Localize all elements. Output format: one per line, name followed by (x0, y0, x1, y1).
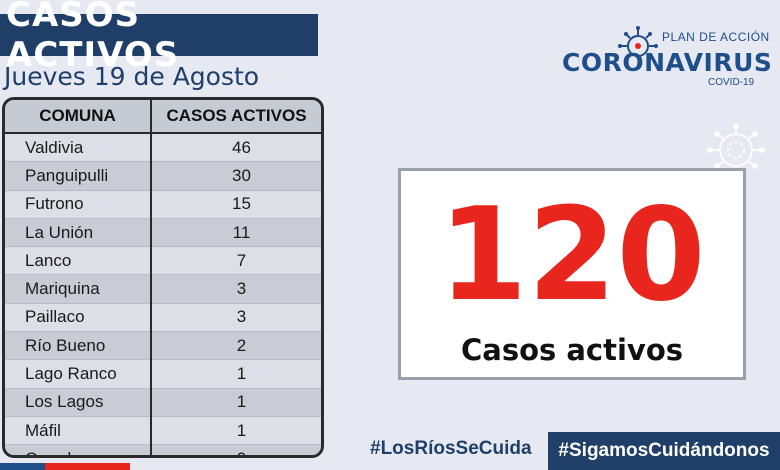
total-cases-label: Casos activos (460, 333, 684, 367)
comuna-cell: Corral (5, 444, 152, 455)
flag-strip (0, 463, 130, 470)
table-row: Los Lagos 1 (5, 387, 321, 417)
cases-cell: 15 (151, 189, 321, 219)
comuna-cell: Lanco (5, 246, 152, 275)
comuna-cell: Futrono (5, 189, 152, 219)
comuna-cell: Valdivia (5, 132, 152, 162)
table-header-row: COMUNA CASOS ACTIVOS (5, 100, 321, 134)
total-cases-number: 120 (438, 181, 706, 330)
comuna-cell: Panguipulli (5, 161, 152, 191)
table-row: Paillaco 3 (5, 302, 321, 332)
table-row: Valdivia 46 (5, 132, 321, 162)
table-row: Corral0 (5, 444, 321, 455)
comuna-cell: Mariquina (5, 274, 152, 304)
table-row: Mariquina 3 (5, 274, 321, 304)
virus-decoration-icon (705, 122, 767, 176)
cases-cell: 7 (151, 246, 321, 275)
table-row: Lanco 7 (5, 246, 321, 275)
cases-cell: 30 (151, 161, 321, 191)
comuna-cell: La Unión (5, 217, 152, 247)
cases-cell: 0 (151, 444, 321, 455)
logo-plan-text: PLAN DE ACCIÓN (662, 30, 770, 44)
cases-cell: 1 (151, 415, 321, 445)
table-row: Río Bueno 2 (5, 331, 321, 360)
cases-cell: 1 (151, 387, 321, 417)
table-row: La Unión 11 (5, 217, 321, 247)
column-header-comuna: COMUNA (5, 100, 152, 134)
cases-cell: 3 (151, 274, 321, 304)
column-header-casos: CASOS ACTIVOS (151, 100, 321, 134)
virus-icon (618, 26, 658, 66)
flag-blue-segment (0, 463, 45, 470)
cases-cell: 3 (151, 302, 321, 332)
table-row: Panguipulli 30 (5, 161, 321, 191)
page-title: CASOS ACTIVOS (0, 0, 318, 75)
table-row: Futrono 15 (5, 189, 321, 219)
logo-sub-text: COVID-19 (708, 77, 755, 88)
flag-red-segment (45, 463, 130, 470)
cases-cell: 11 (151, 217, 321, 247)
cases-cell: 1 (151, 359, 321, 389)
coronavirus-logo: PLAN DE ACCIÓN CORONAVIRUS COVID-19 (560, 22, 773, 92)
logo-main-text: CORONAVIRUS (562, 48, 773, 77)
hashtag-los-rios: #LosRíosSeCuida (370, 438, 532, 459)
cases-table: COMUNA CASOS ACTIVOS Valdivia 46 Panguipu… (2, 97, 324, 458)
comuna-cell: Lago Ranco (5, 359, 152, 389)
table-row: Máfil 1 (5, 415, 321, 445)
comuna-cell: Máfil (5, 415, 152, 445)
hashtag-sigamos: #SigamosCuidándonos (548, 432, 780, 470)
cases-cell: 46 (151, 132, 321, 162)
report-date: Jueves 19 de Agosto (4, 62, 260, 91)
total-cases-card: 120 Casos activos (398, 168, 746, 380)
comuna-cell: Río Bueno (5, 331, 152, 360)
comuna-cell: Los Lagos (5, 387, 152, 417)
table-row: Lago Ranco 1 (5, 359, 321, 389)
cases-cell: 2 (151, 331, 321, 360)
comuna-cell: Paillaco (5, 302, 152, 332)
